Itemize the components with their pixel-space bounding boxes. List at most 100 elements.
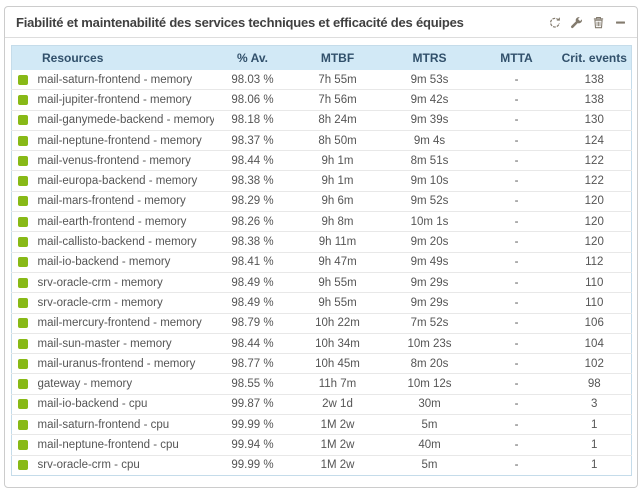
table-row[interactable]: mail-io-backend - memory 98.41 % 9h 47m … [11,252,632,273]
mtta-value: - [475,272,558,294]
table-row[interactable]: mail-saturn-frontend - cpu 99.99 % 1M 2w… [11,414,632,436]
column-header-mtta[interactable]: MTTA [475,45,558,70]
crit-events-value: 110 [557,272,632,294]
mtrs-value: 30m [383,394,476,416]
table-row[interactable]: mail-europa-backend - memory 98.38 % 9h … [11,170,632,192]
status-cell [12,455,38,475]
mtrs-value: 9m 39s [383,110,476,131]
availability-value: 98.18 % [213,110,292,131]
availability-value: 98.49 % [213,272,292,294]
mtrs-value: 7m 52s [383,313,476,334]
status-ok-indicator [18,135,28,146]
mtbf-value: 9h 1m [291,150,384,172]
table-row[interactable]: srv-oracle-crm - memory 98.49 % 9h 55m 9… [11,292,632,314]
mtbf-value: 10h 34m [291,333,384,355]
mtta-value: - [475,231,558,253]
table-row[interactable]: mail-neptune-frontend - memory 98.37 % 8… [11,130,632,152]
column-header-crit-events[interactable]: Crit. events [557,45,632,70]
widget-toolbar [548,16,627,29]
resource-name: mail-io-backend - cpu [37,394,214,416]
table-row[interactable]: gateway - memory 98.55 % 11h 7m 10m 12s … [11,373,632,395]
status-ok-indicator [18,460,28,471]
table-row[interactable]: mail-sun-master - memory 98.44 % 10h 34m… [11,333,632,355]
resource-name: mail-jupiter-frontend - memory [37,89,214,111]
status-cell [11,191,38,213]
status-cell [11,150,38,172]
column-header-mtrs[interactable]: MTRS [383,45,476,70]
table-row[interactable]: mail-earth-frontend - memory 98.26 % 9h … [11,211,632,233]
table-row[interactable]: mail-saturn-frontend - memory 98.03 % 7h… [11,70,632,91]
crit-events-value: 110 [557,292,632,314]
status-cell [11,70,38,91]
status-ok-indicator [18,379,28,390]
status-cell [11,272,38,294]
resource-name: mail-uranus-frontend - memory [37,353,214,375]
status-ok-indicator [18,237,28,248]
mtrs-value: 5m [383,414,476,436]
status-cell [11,313,38,334]
mtta-value: - [514,459,519,472]
availability-value: 98.29 % [213,191,292,213]
mtbf-value: 7h 56m [291,89,384,111]
resource-name: mail-neptune-frontend - cpu [37,434,214,456]
table-row[interactable]: mail-jupiter-frontend - memory 98.06 % 7… [11,89,632,111]
availability-value: 99.87 % [213,394,292,416]
table-row[interactable]: mail-neptune-frontend - cpu 99.94 % 1M 2… [11,434,632,456]
refresh-icon[interactable] [548,16,561,29]
crit-events-value: 3 [557,394,632,416]
crit-events-value: 124 [557,130,632,152]
mtrs-value: 5m [421,459,438,472]
collapse-icon[interactable] [614,16,627,29]
table-row[interactable]: mail-mars-frontend - memory 98.29 % 9h 6… [11,191,632,213]
mtta-value: - [475,110,558,131]
mtbf-value: 8h 24m [291,110,384,131]
mtbf-value: 10h 22m [291,313,384,334]
crit-events-value: 120 [557,231,632,253]
status-ok-indicator [18,155,28,166]
status-ok-indicator [18,338,28,349]
resource-name: mail-europa-backend - memory [37,170,214,192]
crit-events-value: 130 [557,110,632,131]
crit-events-value: 102 [557,353,632,375]
mtbf-value: 9h 8m [291,211,384,233]
status-ok-indicator [18,94,28,105]
availability-value: 98.49 % [213,292,292,314]
mtbf-value: 9h 55m [291,292,384,314]
crit-events-value: 122 [557,170,632,192]
crit-events-value: 122 [557,150,632,172]
table-row[interactable]: mail-io-backend - cpu 99.87 % 2w 1d 30m … [11,394,632,416]
trash-icon[interactable] [592,16,605,29]
status-cell [11,434,38,456]
mtrs-value: 9m 29s [383,292,476,314]
availability-value: 98.44 % [213,150,292,172]
column-header-resources[interactable]: Resources [11,45,214,70]
table-row[interactable]: mail-callisto-backend - memory 98.38 % 9… [11,231,632,253]
crit-events-value: 1 [557,434,632,456]
table-row[interactable]: mail-mercury-frontend - memory 98.79 % 1… [11,313,632,334]
mtbf-value: 1M 2w [291,434,384,456]
wrench-icon[interactable] [570,16,583,29]
column-header-mtbf[interactable]: MTBF [291,45,384,70]
mtta-value: - [475,252,558,273]
mtrs-value: 9m 42s [383,89,476,111]
availability-value: 98.77 % [213,353,292,375]
status-cell [11,394,38,416]
table-row[interactable]: mail-venus-frontend - memory 98.44 % 9h … [11,150,632,172]
column-header-availability[interactable]: % Av. [213,45,292,70]
mtrs-value: 9m 10s [383,170,476,192]
crit-events-value: 112 [557,252,632,273]
crit-events-value: 120 [557,211,632,233]
table-row[interactable]: srv-oracle-crm - cpu 99.99 % 1M 2w 5m - … [12,455,632,475]
mtta-value: - [475,333,558,355]
status-cell [11,353,38,375]
availability-value: 98.55 % [213,373,292,395]
availability-value: 98.37 % [213,130,292,152]
availability-value: 99.99 % [213,414,292,436]
table-row[interactable]: mail-uranus-frontend - memory 98.77 % 10… [11,353,632,375]
mtrs-value: 9m 52s [383,191,476,213]
table-row[interactable]: mail-ganymede-backend - memory 98.18 % 8… [11,110,632,131]
status-ok-indicator [18,358,28,369]
resource-name: mail-venus-frontend - memory [37,150,214,172]
table-row[interactable]: srv-oracle-crm - memory 98.49 % 9h 55m 9… [11,272,632,294]
status-ok-indicator [18,115,28,126]
